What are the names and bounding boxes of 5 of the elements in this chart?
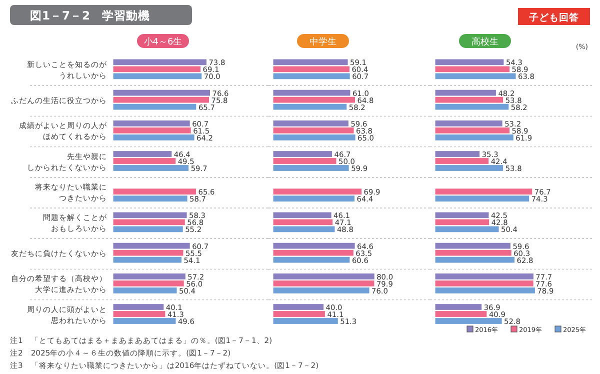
chart-title: 中学生 <box>310 36 336 48</box>
chart-title: 小4～6生 <box>144 36 182 48</box>
chart-title: 高校生 <box>472 36 498 48</box>
caption: 図1－7－2 学習動機 <box>30 8 150 22</box>
text: 子ども回答 <box>528 12 579 24</box>
